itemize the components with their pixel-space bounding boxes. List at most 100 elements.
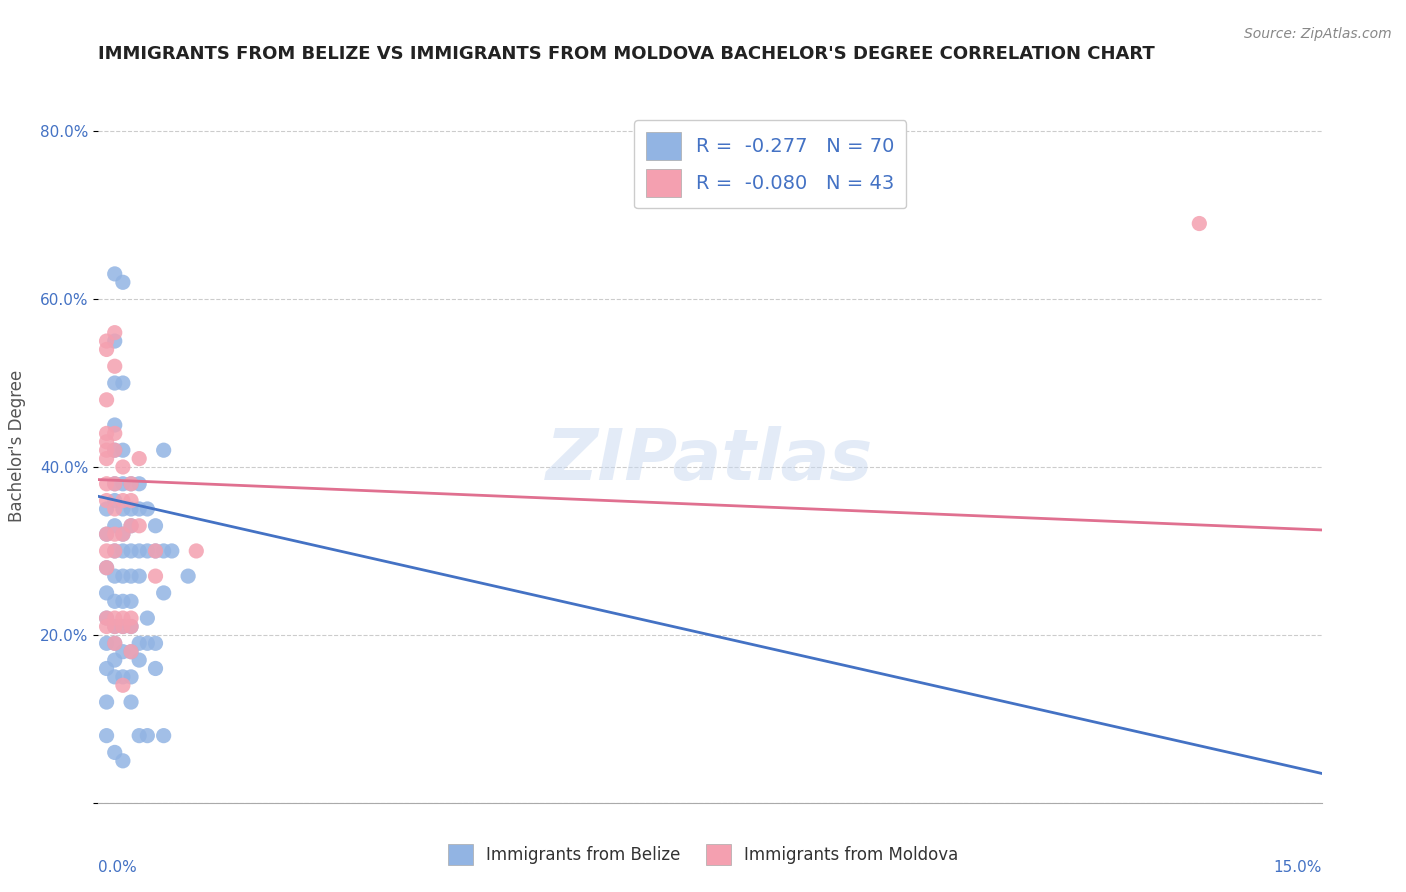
Point <box>145 544 167 558</box>
Point <box>120 569 142 583</box>
Point <box>96 434 118 449</box>
Point <box>96 343 118 357</box>
Text: IMMIGRANTS FROM BELIZE VS IMMIGRANTS FROM MOLDOVA BACHELOR'S DEGREE CORRELATION : IMMIGRANTS FROM BELIZE VS IMMIGRANTS FRO… <box>98 45 1156 62</box>
Point <box>104 334 127 348</box>
Point <box>96 611 118 625</box>
Point <box>104 493 127 508</box>
Point <box>120 476 142 491</box>
Point <box>104 502 127 516</box>
Point <box>104 376 127 390</box>
Point <box>96 451 118 466</box>
Point <box>96 661 118 675</box>
Point <box>104 636 127 650</box>
Point <box>120 493 142 508</box>
Point <box>111 544 134 558</box>
Point <box>96 493 118 508</box>
Point <box>104 518 127 533</box>
Point <box>104 544 127 558</box>
Point <box>111 594 134 608</box>
Point <box>104 359 127 374</box>
Point <box>111 611 134 625</box>
Point <box>145 569 167 583</box>
Point <box>104 443 127 458</box>
Point <box>152 544 174 558</box>
Point <box>96 502 118 516</box>
Point <box>104 670 127 684</box>
Point <box>136 636 159 650</box>
Point <box>128 502 150 516</box>
Point <box>111 502 134 516</box>
Point <box>104 746 127 760</box>
Point <box>136 544 159 558</box>
Point <box>104 569 127 583</box>
Point <box>111 527 134 541</box>
Text: 15.0%: 15.0% <box>1274 860 1322 875</box>
Point <box>111 619 134 633</box>
Point <box>120 695 142 709</box>
Point <box>145 661 167 675</box>
Point <box>104 527 127 541</box>
Point <box>128 476 150 491</box>
Point <box>96 619 118 633</box>
Point <box>120 544 142 558</box>
Point <box>104 611 127 625</box>
Point <box>152 729 174 743</box>
Point <box>111 376 134 390</box>
Point <box>104 594 127 608</box>
Point <box>145 636 167 650</box>
Point <box>111 678 134 692</box>
Point <box>128 569 150 583</box>
Text: Source: ZipAtlas.com: Source: ZipAtlas.com <box>1244 27 1392 41</box>
Point <box>120 611 142 625</box>
Point <box>104 426 127 441</box>
Point <box>152 443 174 458</box>
Point <box>120 594 142 608</box>
Point <box>120 645 142 659</box>
Point <box>111 670 134 684</box>
Point <box>1188 217 1211 231</box>
Text: ZIPatlas: ZIPatlas <box>547 425 873 495</box>
Point <box>120 645 142 659</box>
Point <box>111 569 134 583</box>
Point <box>96 392 118 407</box>
Point <box>96 527 118 541</box>
Point <box>145 544 167 558</box>
Point <box>120 619 142 633</box>
Point <box>111 275 134 289</box>
Point <box>96 611 118 625</box>
Point <box>104 636 127 650</box>
Point <box>96 636 118 650</box>
Point <box>136 729 159 743</box>
Point <box>128 729 150 743</box>
Point <box>111 493 134 508</box>
Point <box>96 560 118 574</box>
Point <box>120 518 142 533</box>
Point <box>104 476 127 491</box>
Point <box>120 518 142 533</box>
Point <box>177 569 200 583</box>
Point <box>160 544 183 558</box>
Point <box>111 754 134 768</box>
Text: 0.0%: 0.0% <box>98 860 138 875</box>
Point <box>96 334 118 348</box>
Point <box>104 443 127 458</box>
Point <box>96 443 118 458</box>
Point <box>104 417 127 432</box>
Point <box>96 695 118 709</box>
Point <box>120 476 142 491</box>
Point <box>136 611 159 625</box>
Point <box>96 586 118 600</box>
Point <box>111 619 134 633</box>
Point <box>128 653 150 667</box>
Point <box>104 476 127 491</box>
Point <box>128 518 150 533</box>
Point <box>104 653 127 667</box>
Point <box>104 544 127 558</box>
Point <box>104 326 127 340</box>
Point <box>104 619 127 633</box>
Point <box>111 527 134 541</box>
Legend: R =  -0.277   N = 70, R =  -0.080   N = 43: R = -0.277 N = 70, R = -0.080 N = 43 <box>634 120 907 209</box>
Point <box>128 544 150 558</box>
Legend: Immigrants from Belize, Immigrants from Moldova: Immigrants from Belize, Immigrants from … <box>437 834 969 875</box>
Point <box>111 460 134 475</box>
